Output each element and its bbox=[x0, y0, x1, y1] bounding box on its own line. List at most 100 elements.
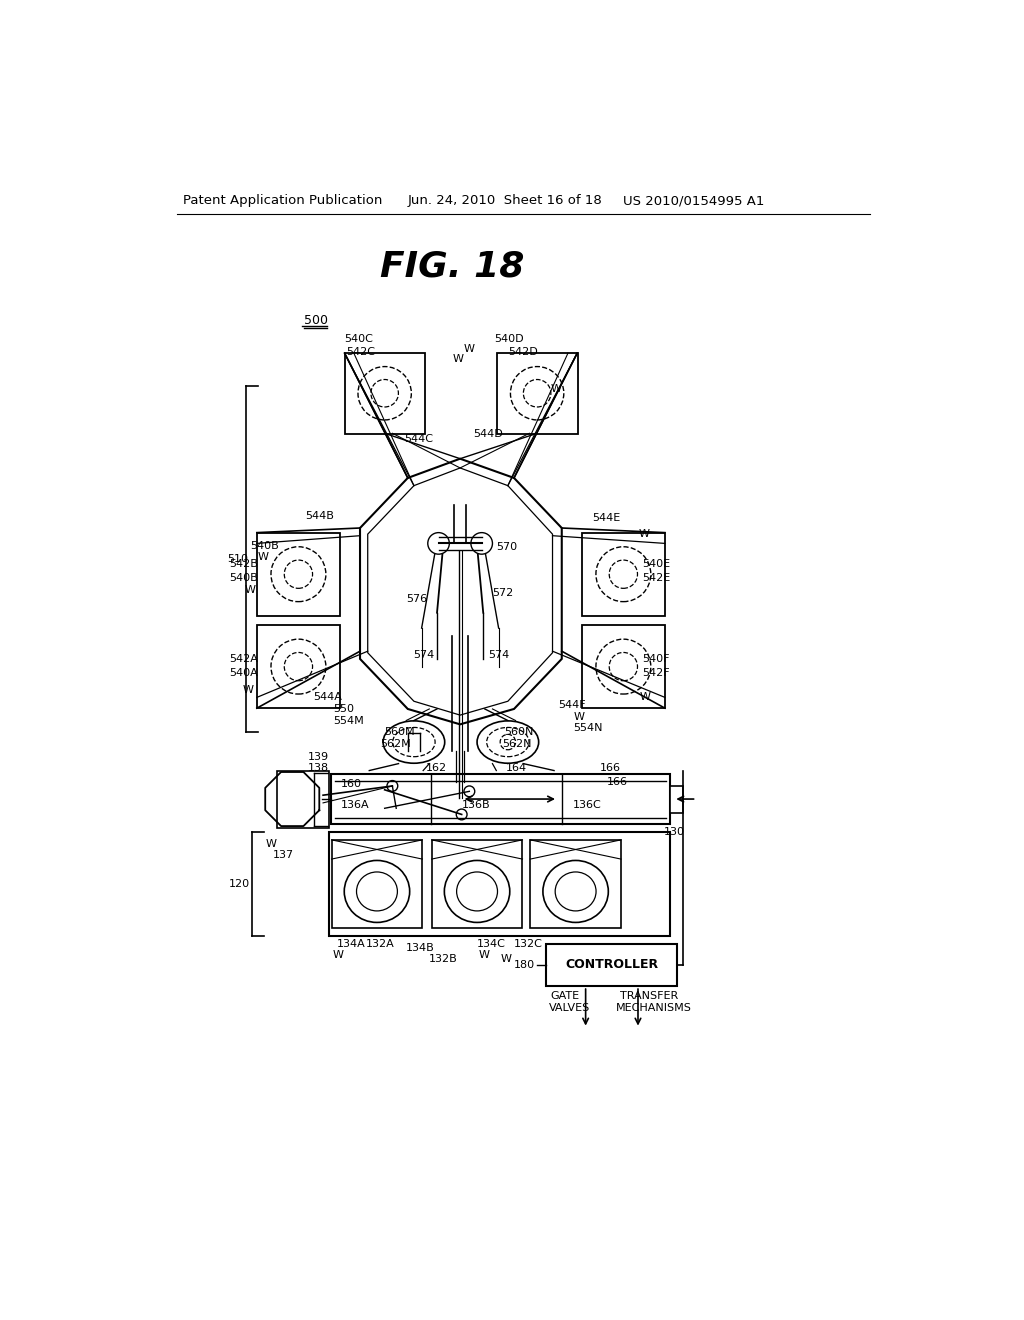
Text: 542B: 542B bbox=[229, 560, 258, 569]
Text: Jun. 24, 2010  Sheet 16 of 18: Jun. 24, 2010 Sheet 16 of 18 bbox=[408, 194, 602, 207]
Text: 134A: 134A bbox=[337, 939, 366, 949]
Circle shape bbox=[428, 533, 450, 554]
Text: 574: 574 bbox=[488, 649, 510, 660]
Bar bbox=[582, 532, 665, 615]
Text: 137: 137 bbox=[273, 850, 294, 861]
Text: 544F: 544F bbox=[559, 700, 587, 710]
Text: 500: 500 bbox=[304, 314, 328, 326]
Text: 130: 130 bbox=[665, 828, 685, 837]
Bar bbox=[286, 789, 298, 799]
Bar bbox=[345, 354, 425, 434]
Text: 540B: 540B bbox=[229, 573, 258, 583]
Ellipse shape bbox=[444, 861, 510, 923]
Text: 572: 572 bbox=[493, 589, 514, 598]
Text: FIG. 18: FIG. 18 bbox=[380, 249, 524, 284]
Text: 132C: 132C bbox=[514, 939, 543, 949]
Text: W: W bbox=[265, 838, 276, 849]
Text: 542D: 542D bbox=[508, 347, 538, 358]
Ellipse shape bbox=[486, 727, 529, 756]
Text: 132A: 132A bbox=[366, 939, 394, 949]
Text: 136C: 136C bbox=[573, 800, 602, 810]
Bar bbox=[547, 944, 677, 986]
Circle shape bbox=[280, 787, 304, 812]
Ellipse shape bbox=[383, 721, 444, 763]
Text: 554M: 554M bbox=[333, 715, 364, 726]
Bar bbox=[670, 785, 683, 813]
Text: 540C: 540C bbox=[345, 334, 374, 345]
Text: 544C: 544C bbox=[403, 434, 433, 445]
Text: CONTROLLER: CONTROLLER bbox=[565, 958, 658, 972]
Circle shape bbox=[609, 560, 638, 589]
Circle shape bbox=[288, 803, 297, 812]
Text: TRANSFER: TRANSFER bbox=[620, 991, 678, 1001]
Text: 139: 139 bbox=[307, 752, 329, 763]
Text: 576: 576 bbox=[407, 594, 427, 603]
Text: W: W bbox=[478, 950, 489, 961]
Bar bbox=[330, 832, 670, 936]
Bar bbox=[276, 771, 330, 829]
Text: 554N: 554N bbox=[573, 723, 603, 733]
Text: 560N: 560N bbox=[504, 727, 534, 737]
Text: 132B: 132B bbox=[429, 954, 458, 964]
Circle shape bbox=[609, 652, 638, 681]
Ellipse shape bbox=[555, 873, 596, 911]
Text: W: W bbox=[243, 685, 253, 694]
Ellipse shape bbox=[356, 873, 397, 911]
Text: W: W bbox=[639, 529, 650, 539]
Text: 562M: 562M bbox=[380, 739, 411, 748]
Text: 162: 162 bbox=[425, 763, 446, 774]
Circle shape bbox=[471, 533, 493, 554]
Text: 542C: 542C bbox=[346, 347, 375, 358]
Bar bbox=[530, 840, 621, 928]
Circle shape bbox=[596, 546, 651, 602]
Circle shape bbox=[387, 780, 397, 792]
Text: 138: 138 bbox=[307, 763, 329, 774]
Bar bbox=[257, 532, 340, 615]
Text: 540A: 540A bbox=[229, 668, 258, 677]
Polygon shape bbox=[360, 459, 562, 725]
Text: 136B: 136B bbox=[462, 800, 490, 810]
Ellipse shape bbox=[477, 721, 539, 763]
Text: W: W bbox=[573, 711, 585, 722]
Text: 544B: 544B bbox=[305, 511, 334, 521]
Ellipse shape bbox=[393, 727, 435, 756]
Circle shape bbox=[457, 809, 467, 820]
Circle shape bbox=[271, 639, 326, 694]
Text: W: W bbox=[245, 585, 256, 594]
Text: W: W bbox=[258, 552, 268, 562]
Circle shape bbox=[285, 560, 312, 589]
Circle shape bbox=[358, 367, 412, 420]
Text: 540E: 540E bbox=[643, 560, 671, 569]
Text: 540D: 540D bbox=[494, 334, 523, 345]
Text: 544D: 544D bbox=[473, 429, 503, 440]
Text: W: W bbox=[463, 345, 474, 354]
Circle shape bbox=[271, 546, 326, 602]
Text: 542E: 542E bbox=[643, 573, 671, 583]
Bar bbox=[332, 840, 422, 928]
Circle shape bbox=[464, 785, 475, 797]
Ellipse shape bbox=[457, 873, 498, 911]
Text: 134B: 134B bbox=[407, 942, 435, 953]
Text: 562N: 562N bbox=[503, 739, 532, 748]
Text: 574: 574 bbox=[413, 649, 434, 660]
Circle shape bbox=[371, 380, 398, 407]
Text: 510: 510 bbox=[226, 554, 248, 564]
Text: 160: 160 bbox=[341, 779, 361, 788]
Text: 570: 570 bbox=[497, 543, 517, 552]
Circle shape bbox=[285, 652, 312, 681]
Text: 180: 180 bbox=[514, 961, 536, 970]
Circle shape bbox=[500, 734, 515, 750]
Bar bbox=[582, 626, 665, 708]
Text: MECHANISMS: MECHANISMS bbox=[615, 1003, 691, 1012]
Text: W: W bbox=[453, 354, 464, 363]
Ellipse shape bbox=[543, 861, 608, 923]
Bar bbox=[257, 626, 340, 708]
Bar bbox=[497, 354, 578, 434]
Text: 542A: 542A bbox=[229, 653, 258, 664]
Text: 542F: 542F bbox=[643, 668, 671, 677]
Text: W: W bbox=[550, 384, 561, 395]
Bar bbox=[331, 775, 670, 825]
Text: 544A: 544A bbox=[313, 693, 342, 702]
Text: Patent Application Publication: Patent Application Publication bbox=[183, 194, 382, 207]
Text: 540F: 540F bbox=[643, 653, 670, 664]
